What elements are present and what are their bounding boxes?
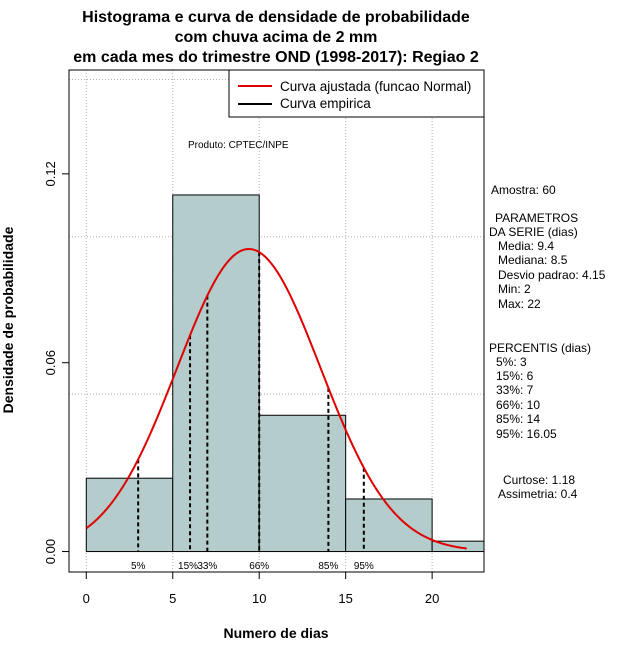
percentile-label-33: 33% <box>197 561 217 572</box>
params-header-2: DA SERIE (dias) <box>489 225 578 239</box>
legend-label-normal-fit: Curva ajustada (funcao Normal) <box>280 79 471 94</box>
x-tick-label-4: 20 <box>425 591 439 606</box>
histogram-bar-0 <box>85 477 174 553</box>
param-min: Min: 2 <box>498 282 531 296</box>
y-tick-label-1: 0.06 <box>43 350 58 375</box>
normal-curve-layer <box>85 247 467 550</box>
x-axis-title: Numero de dias <box>223 625 328 641</box>
param-mean: Media: 9.4 <box>498 239 554 253</box>
percentile-15: 15%: 6 <box>496 369 534 383</box>
sample-size: Amostra: 60 <box>491 183 556 197</box>
param-max: Max: 22 <box>498 297 541 311</box>
normal-fit-curve <box>85 247 467 550</box>
chart-title-line-2: com chuva acima de 2 mm <box>175 29 378 46</box>
percentile-5: 5%: 3 <box>496 355 527 369</box>
chart-title-line-1: Histograma e curva de densidade de proba… <box>82 9 470 26</box>
percentile-label-15: 15% <box>178 561 198 572</box>
percentiles-header: PERCENTIS (dias) <box>489 341 591 355</box>
percentile-label-95: 95% <box>354 561 374 572</box>
x-tick-label-2: 10 <box>252 591 266 606</box>
y-tick-label-0: 0.00 <box>43 539 58 564</box>
histogram-bars <box>85 194 485 553</box>
params-header-1: PARAMETROS <box>495 211 578 225</box>
percentile-label-85: 85% <box>318 561 338 572</box>
percentile-markers: 5% 15% 33% 66% 85% 95% <box>131 252 374 572</box>
percentile-85: 85%: 14 <box>496 412 540 426</box>
legend: Curva ajustada (funcao Normal) Curva emp… <box>228 69 485 118</box>
y-axis-title: Densidade de probabilidade <box>0 226 16 413</box>
y-tick-label-2: 0.12 <box>43 161 58 186</box>
legend-label-empirical: Curva empirica <box>280 96 371 111</box>
x-tick-label-3: 15 <box>338 591 352 606</box>
percentile-95: 95%: 16.05 <box>496 427 557 441</box>
legend-box <box>228 69 485 118</box>
percentile-label-5: 5% <box>131 561 146 572</box>
x-tick-label-1: 5 <box>169 591 176 606</box>
param-sd: Desvio padrao: 4.15 <box>498 268 606 282</box>
skewness: Assimetria: 0.4 <box>498 487 578 501</box>
histogram-bar-1 <box>172 194 260 553</box>
percentile-33: 33%: 7 <box>496 383 534 397</box>
chart-title-line-3: em cada mes do trimestre OND (1998-2017)… <box>73 49 479 66</box>
histogram-bar-2 <box>258 414 347 553</box>
product-credit: Produto: CPTEC/INPE <box>188 140 289 151</box>
x-tick-label-0: 0 <box>83 591 90 606</box>
kurtosis: Curtose: 1.18 <box>503 473 575 487</box>
statistics-panel: Amostra: 60 PARAMETROS DA SERIE (dias) M… <box>489 183 606 501</box>
percentile-label-66: 66% <box>249 561 269 572</box>
param-median: Mediana: 8.5 <box>498 253 568 267</box>
percentile-66: 66%: 10 <box>496 398 540 412</box>
